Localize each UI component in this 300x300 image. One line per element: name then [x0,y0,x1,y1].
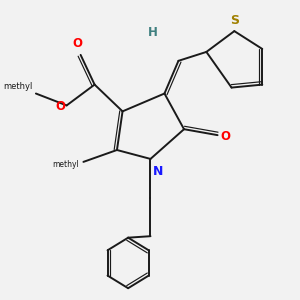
Text: methyl: methyl [0,299,1,300]
Text: methyl: methyl [52,160,79,169]
Text: methyl: methyl [4,82,33,91]
Text: O: O [55,100,65,113]
Text: N: N [153,165,164,178]
Text: O: O [73,38,83,50]
Text: H: H [148,26,158,38]
Text: O: O [220,130,230,143]
Text: S: S [230,14,239,27]
